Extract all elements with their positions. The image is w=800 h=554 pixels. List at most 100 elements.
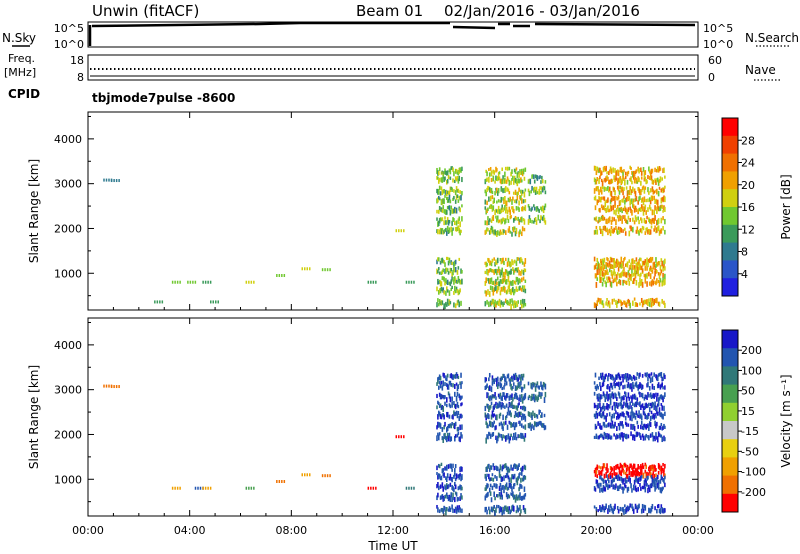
range-gate-mark xyxy=(514,432,517,438)
range-gate-mark xyxy=(484,290,487,294)
range-gate-mark xyxy=(496,466,499,472)
range-gate-mark xyxy=(653,414,655,420)
range-gate-mark xyxy=(662,376,664,381)
range-gate-mark xyxy=(486,227,488,231)
range-gate-mark xyxy=(508,420,511,424)
range-gate-mark xyxy=(604,479,607,484)
range-gate-mark xyxy=(532,381,534,386)
range-gate-mark xyxy=(658,508,661,513)
range-gate-mark xyxy=(658,433,661,437)
range-gate-mark xyxy=(628,466,631,471)
range-gate-mark xyxy=(630,375,632,380)
range-gate-mark xyxy=(605,480,607,486)
range-gate-mark xyxy=(457,426,460,432)
range-gate-mark xyxy=(615,175,617,181)
range-gate-mark xyxy=(622,506,624,513)
range-gate-mark xyxy=(438,279,441,284)
range-gate-mark xyxy=(595,216,598,222)
range-gate-mark xyxy=(643,406,646,410)
range-gate-mark xyxy=(454,403,456,408)
range-gate-mark xyxy=(639,401,641,407)
range-gate-mark xyxy=(511,492,513,496)
range-gate-mark xyxy=(594,423,597,430)
range-gate-mark xyxy=(528,215,531,220)
range-gate-mark xyxy=(622,215,624,220)
range-gate-mark xyxy=(513,259,516,264)
range-gate-mark xyxy=(437,473,440,480)
range-gate-mark xyxy=(490,506,493,512)
range-gate-mark xyxy=(624,375,626,380)
scatter-mark xyxy=(375,280,377,284)
range-gate-mark xyxy=(655,206,657,211)
range-gate-mark xyxy=(454,221,456,226)
range-gate-mark xyxy=(596,257,599,263)
range-gate-mark xyxy=(657,470,660,475)
range-gate-mark xyxy=(437,170,439,176)
range-gate-mark xyxy=(536,396,539,402)
range-gate-mark xyxy=(495,278,497,284)
range-gate-mark xyxy=(523,394,526,401)
range-gate-mark xyxy=(593,470,596,474)
range-gate-mark xyxy=(506,289,509,294)
range-gate-mark xyxy=(621,169,623,174)
range-gate-mark xyxy=(500,207,503,213)
range-gate-mark xyxy=(445,509,447,516)
range-gate-mark xyxy=(632,434,634,441)
range-gate-mark xyxy=(612,508,615,515)
range-gate-mark xyxy=(440,177,443,183)
range-gate-mark xyxy=(623,195,625,199)
range-gate-mark xyxy=(657,402,660,407)
range-gate-mark xyxy=(500,196,503,203)
range-gate-mark xyxy=(622,405,624,409)
range-gate-mark xyxy=(631,471,633,476)
range-gate-mark xyxy=(499,412,502,417)
range-gate-mark xyxy=(459,424,461,431)
range-gate-mark xyxy=(530,396,532,402)
range-gate-mark xyxy=(523,474,526,480)
range-gate-mark xyxy=(651,209,654,216)
range-gate-mark xyxy=(627,277,630,282)
range-gate-mark xyxy=(594,487,597,492)
range-gate-mark xyxy=(501,267,504,273)
range-gate-mark xyxy=(538,188,540,195)
range-gate-mark xyxy=(647,434,649,439)
range-gate-mark xyxy=(490,219,493,223)
range-gate-mark xyxy=(657,382,660,388)
range-gate-mark xyxy=(519,278,521,284)
range-gate-mark xyxy=(622,189,624,196)
range-gate-mark xyxy=(445,290,447,296)
range-gate-mark xyxy=(485,178,487,182)
range-gate-mark xyxy=(612,229,615,234)
range-gate-mark xyxy=(513,288,516,294)
range-gate-mark xyxy=(623,478,625,482)
range-gate-mark xyxy=(600,433,603,438)
range-gate-mark xyxy=(512,491,514,498)
range-gate-mark xyxy=(632,217,634,222)
range-gate-mark xyxy=(520,411,522,416)
range-gate-mark xyxy=(621,186,623,192)
range-gate-mark xyxy=(459,507,461,513)
range-gate-mark xyxy=(491,410,494,417)
range-gate-mark xyxy=(533,218,536,222)
range-gate-mark xyxy=(637,464,639,470)
range-gate-mark xyxy=(499,392,502,397)
range-gate-mark xyxy=(629,206,631,211)
range-gate-mark xyxy=(510,464,512,471)
range-gate-mark xyxy=(662,168,664,174)
range-gate-mark xyxy=(647,207,649,212)
range-gate-mark xyxy=(506,467,509,473)
range-gate-mark xyxy=(511,199,513,205)
range-gate-mark xyxy=(512,206,514,213)
range-gate-mark xyxy=(601,478,604,482)
range-gate-mark xyxy=(440,258,443,264)
range-gate-mark xyxy=(594,404,597,408)
range-gate-mark xyxy=(513,300,516,305)
range-gate-mark xyxy=(485,437,487,444)
range-gate-mark xyxy=(617,474,620,479)
range-gate-mark xyxy=(496,377,498,382)
range-gate-mark xyxy=(606,298,608,302)
range-gate-mark xyxy=(515,477,518,483)
range-gate-mark xyxy=(644,278,647,284)
range-gate-mark xyxy=(441,394,444,399)
range-gate-mark xyxy=(524,268,527,272)
